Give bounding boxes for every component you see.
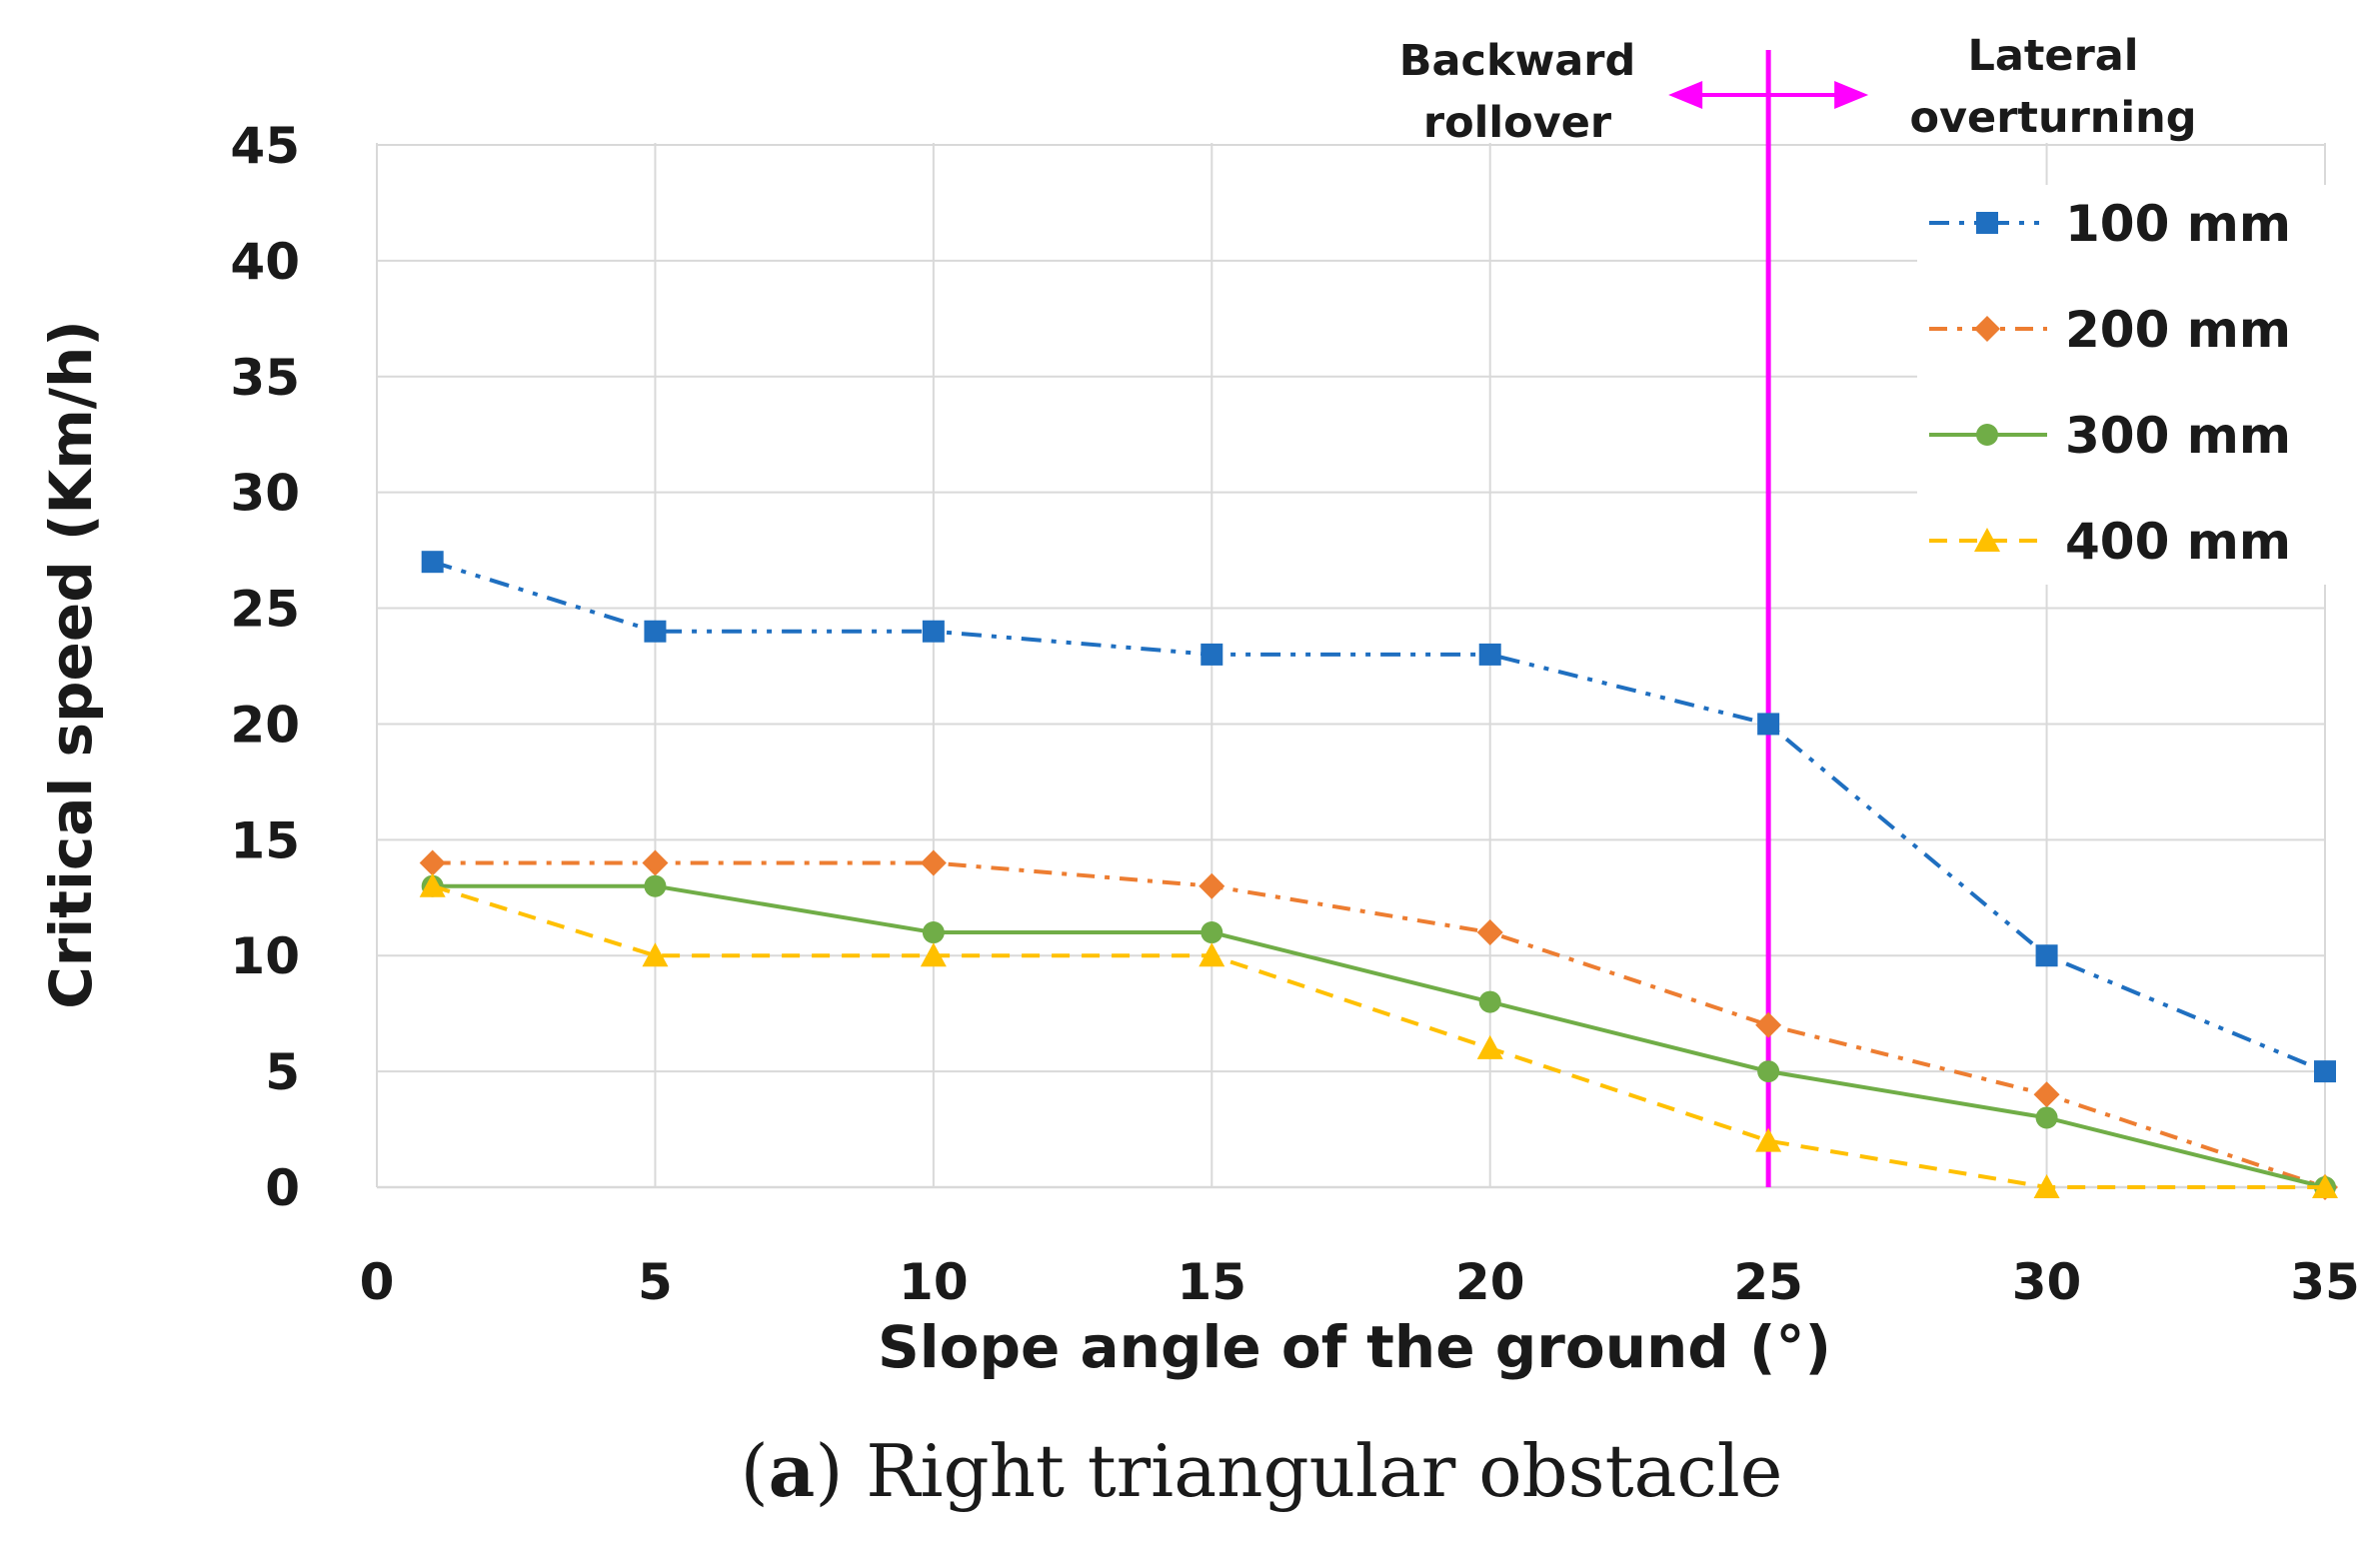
data-point <box>920 849 947 876</box>
annotation-lateral-overturning: overturning <box>1909 93 2196 143</box>
data-point <box>419 872 446 897</box>
legend-swatch-marker <box>1974 528 2000 552</box>
chart-caption: (a) Right triangular obstacle <box>741 1428 1783 1513</box>
caption-prefix: ( <box>741 1429 769 1513</box>
regime-arrow-left-head <box>1668 81 1703 109</box>
annotation-backward-rollover: rollover <box>1423 98 1612 148</box>
x-tick-label: 35 <box>2290 1253 2360 1311</box>
x-tick-label: 5 <box>638 1253 673 1311</box>
x-axis-title: Slope angle of the ground (°) <box>878 1313 1831 1381</box>
y-tick-label: 25 <box>230 581 300 639</box>
regime-divider: Backward rollover Lateral overturning <box>1399 31 2197 1187</box>
data-point <box>1478 990 1501 1013</box>
legend-background <box>1917 185 2327 585</box>
legend-swatch-marker <box>1974 316 2000 342</box>
x-tick-label: 25 <box>1733 1253 1803 1311</box>
legend: 100 mm 200 mm 300 mm 400 mm <box>1917 185 2327 585</box>
data-point <box>1755 1127 1782 1152</box>
x-tick-label: 30 <box>2012 1253 2082 1311</box>
y-tick-label: 20 <box>230 696 300 754</box>
x-tick-label: 20 <box>1455 1253 1525 1311</box>
data-point <box>1198 942 1225 967</box>
legend-label: 100 mm <box>2065 195 2291 253</box>
legend-swatch-marker <box>1976 424 1998 446</box>
data-point <box>2033 1081 2060 1108</box>
data-point <box>920 942 947 967</box>
data-point <box>421 551 444 574</box>
legend-swatch-marker <box>1976 212 1998 234</box>
y-tick-label: 45 <box>230 117 300 175</box>
y-tick-label: 5 <box>265 1043 300 1101</box>
y-tick-label: 15 <box>230 811 300 869</box>
annotation-backward-rollover: Backward <box>1399 36 1636 86</box>
data-point <box>1198 872 1225 899</box>
axes: 0 5 10 15 20 25 30 35 40 45 0 5 10 15 20 25 30 35 <box>230 117 2359 1311</box>
data-point <box>642 849 669 876</box>
data-point <box>642 942 669 967</box>
caption-suffix: ) Right triangular obstacle <box>815 1429 1782 1513</box>
regime-arrow-right-head <box>1834 81 1869 109</box>
y-tick-label: 35 <box>230 349 300 407</box>
series-group <box>419 551 2338 1200</box>
data-point <box>2314 1060 2336 1083</box>
data-point <box>419 849 446 876</box>
data-point <box>1757 713 1780 736</box>
data-point <box>1200 643 1223 666</box>
data-point <box>1757 1060 1780 1083</box>
data-point <box>922 620 945 643</box>
data-point <box>2035 1106 2058 1129</box>
data-point <box>2033 1174 2060 1198</box>
data-point <box>1755 1011 1782 1038</box>
y-tick-label: 10 <box>230 927 300 985</box>
data-point <box>1200 921 1223 944</box>
annotation-lateral-overturning: Lateral <box>1967 31 2138 81</box>
y-axis-title: Critical speed (Km/h) <box>37 320 105 1009</box>
legend-label: 300 mm <box>2065 407 2291 465</box>
data-point <box>644 874 667 897</box>
y-tick-label: 40 <box>230 233 300 291</box>
caption-letter: a <box>769 1428 816 1513</box>
legend-label: 200 mm <box>2065 301 2291 359</box>
data-point <box>644 620 667 643</box>
y-tick-label: 0 <box>265 1159 300 1217</box>
x-tick-label: 10 <box>899 1253 969 1311</box>
legend-label: 400 mm <box>2065 513 2291 571</box>
y-tick-label: 30 <box>230 465 300 523</box>
x-tick-label: 0 <box>360 1253 395 1311</box>
data-point <box>1478 643 1501 666</box>
data-point <box>1476 1034 1503 1059</box>
data-point <box>2035 944 2058 967</box>
series-line <box>432 883 2325 1189</box>
data-point <box>2312 1174 2338 1198</box>
data-point <box>1476 919 1503 946</box>
data-point <box>922 921 945 944</box>
x-tick-label: 15 <box>1177 1253 1246 1311</box>
series-line <box>432 883 2326 1189</box>
series-line <box>432 860 2326 1189</box>
series-line <box>432 560 2326 1073</box>
